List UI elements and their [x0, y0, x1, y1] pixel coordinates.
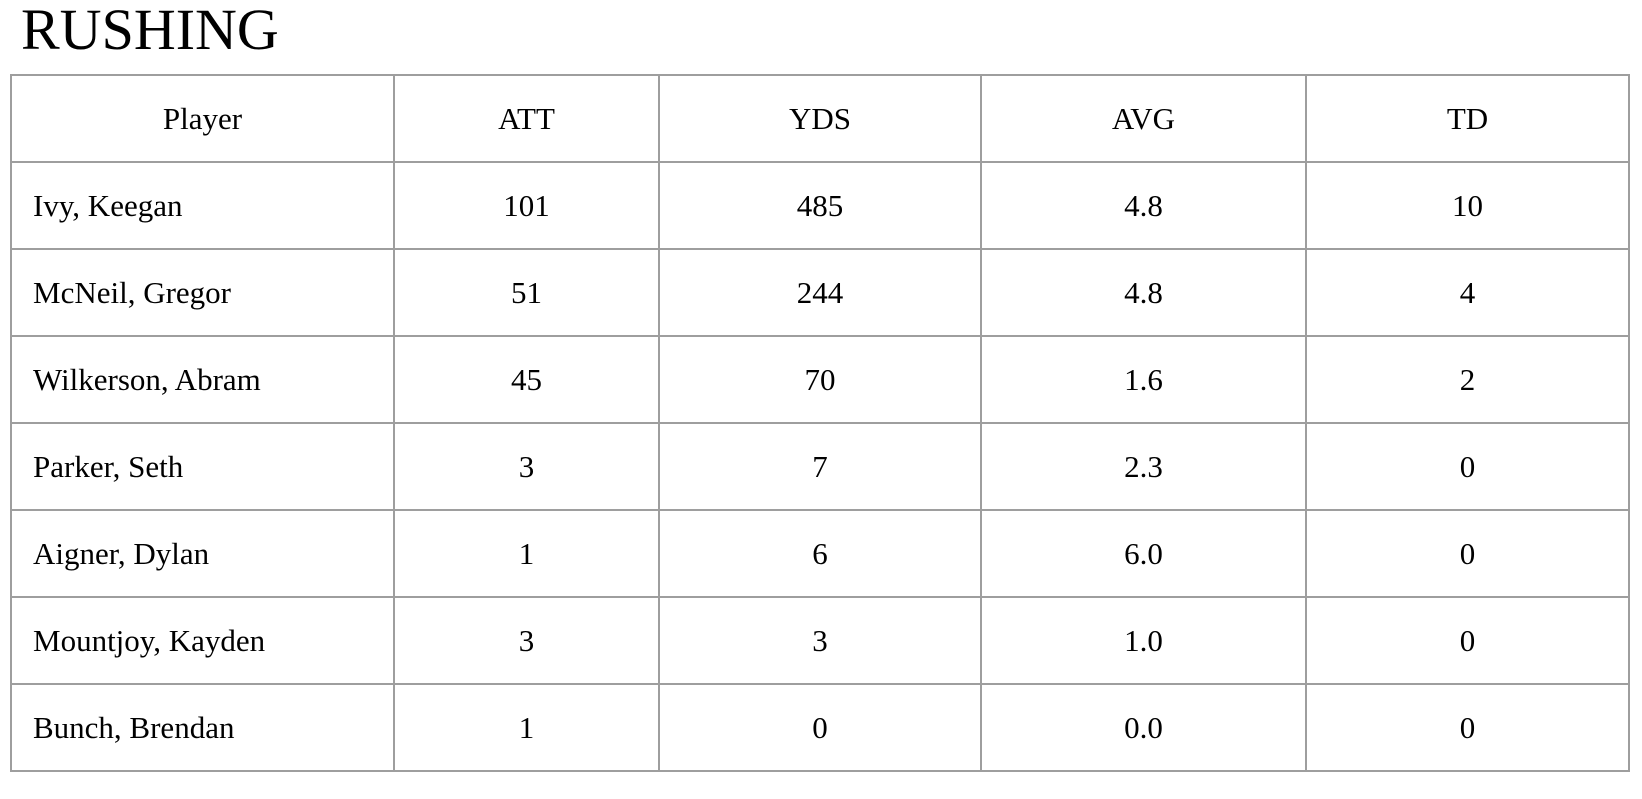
td-cell: 0	[1305, 683, 1630, 772]
avg-cell: 4.8	[980, 161, 1307, 250]
column-header-yds: YDS	[658, 74, 982, 163]
yds-cell: 70	[658, 335, 982, 424]
avg-cell: 1.0	[980, 596, 1307, 685]
table-row: Aigner, Dylan 1 6 6.0 0	[10, 509, 1630, 598]
avg-cell: 6.0	[980, 509, 1307, 598]
table-row: Mountjoy, Kayden 3 3 1.0 0	[10, 596, 1630, 685]
table-row: Ivy, Keegan 101 485 4.8 10	[10, 161, 1630, 250]
avg-cell: 2.3	[980, 422, 1307, 511]
table-header-row: Player ATT YDS AVG TD	[10, 74, 1630, 163]
yds-cell: 0	[658, 683, 982, 772]
td-cell: 2	[1305, 335, 1630, 424]
column-header-td: TD	[1305, 74, 1630, 163]
att-cell: 1	[393, 683, 660, 772]
yds-cell: 7	[658, 422, 982, 511]
td-cell: 4	[1305, 248, 1630, 337]
att-cell: 51	[393, 248, 660, 337]
yds-cell: 485	[658, 161, 982, 250]
td-cell: 0	[1305, 596, 1630, 685]
page-title: RUSHING	[21, 0, 279, 62]
att-cell: 3	[393, 422, 660, 511]
column-header-avg: AVG	[980, 74, 1307, 163]
att-cell: 1	[393, 509, 660, 598]
player-name-cell: Aigner, Dylan	[10, 509, 395, 598]
player-name-cell: Ivy, Keegan	[10, 161, 395, 250]
table-row: McNeil, Gregor 51 244 4.8 4	[10, 248, 1630, 337]
att-cell: 101	[393, 161, 660, 250]
td-cell: 10	[1305, 161, 1630, 250]
rushing-stats-table: Player ATT YDS AVG TD Ivy, Keegan 101 48…	[10, 74, 1630, 772]
td-cell: 0	[1305, 422, 1630, 511]
avg-cell: 0.0	[980, 683, 1307, 772]
player-name-cell: Parker, Seth	[10, 422, 395, 511]
player-name-cell: Wilkerson, Abram	[10, 335, 395, 424]
player-name-cell: Mountjoy, Kayden	[10, 596, 395, 685]
yds-cell: 244	[658, 248, 982, 337]
td-cell: 0	[1305, 509, 1630, 598]
column-header-player: Player	[10, 74, 395, 163]
yds-cell: 3	[658, 596, 982, 685]
player-name-cell: McNeil, Gregor	[10, 248, 395, 337]
table-row: Parker, Seth 3 7 2.3 0	[10, 422, 1630, 511]
avg-cell: 1.6	[980, 335, 1307, 424]
att-cell: 3	[393, 596, 660, 685]
table-row: Wilkerson, Abram 45 70 1.6 2	[10, 335, 1630, 424]
table-row: Bunch, Brendan 1 0 0.0 0	[10, 683, 1630, 772]
player-name-cell: Bunch, Brendan	[10, 683, 395, 772]
att-cell: 45	[393, 335, 660, 424]
yds-cell: 6	[658, 509, 982, 598]
column-header-att: ATT	[393, 74, 660, 163]
avg-cell: 4.8	[980, 248, 1307, 337]
